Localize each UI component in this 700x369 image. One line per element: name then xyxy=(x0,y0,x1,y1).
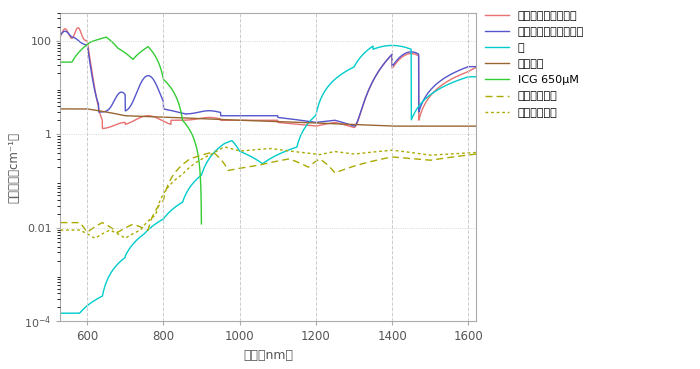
皮膚組織 xyxy=(460,124,468,128)
皮膚組織 xyxy=(258,119,267,123)
皮膚組織 xyxy=(472,124,480,128)
Line: 脂肪（ヒト）: 脂肪（ヒト） xyxy=(60,147,476,238)
酔素化ヘモグロビン xyxy=(384,56,392,61)
脂肪（ブタ） xyxy=(384,155,392,160)
皮膚組織 xyxy=(56,107,64,111)
水 xyxy=(56,311,64,315)
ICG 650μM xyxy=(56,60,64,64)
脂肪（ヒト） xyxy=(460,151,468,155)
脱酔素化ヘモグロビン xyxy=(56,32,64,37)
酔素化ヘモグロビン xyxy=(98,126,106,131)
脂肪（ヒト） xyxy=(90,236,99,241)
酔素化ヘモグロビン xyxy=(56,34,64,38)
脂肪（ブタ） xyxy=(460,153,468,158)
皮膚組織 xyxy=(388,124,396,128)
Line: 脂肪（ブタ）: 脂肪（ブタ） xyxy=(60,152,476,232)
脂肪（ブタ） xyxy=(472,152,480,156)
水 xyxy=(78,308,86,313)
水 xyxy=(388,43,396,48)
Line: 水: 水 xyxy=(60,45,476,313)
ICG 650μM xyxy=(195,166,204,170)
脱酔素化ヘモグロビン xyxy=(248,114,256,118)
酔素化ヘモグロビン xyxy=(259,118,267,123)
脂肪（ブタ） xyxy=(259,162,267,166)
Line: 脱酔素化ヘモグロビン: 脱酔素化ヘモグロビン xyxy=(60,31,476,126)
脂肪（ヒト） xyxy=(220,145,229,149)
脱酔素化ヘモグロビン xyxy=(460,66,468,70)
脂肪（ブタ） xyxy=(248,164,256,169)
皮膚組織 xyxy=(384,124,392,128)
水 xyxy=(472,75,480,79)
ICG 650μM xyxy=(76,49,84,54)
脂肪（ブタ） xyxy=(460,153,468,158)
脂肪（ヒト） xyxy=(460,151,468,155)
酔素化ヘモグロビン xyxy=(472,65,480,70)
酔素化ヘモグロビン xyxy=(74,25,82,30)
Line: 酔素化ヘモグロビン: 酔素化ヘモグロビン xyxy=(60,28,476,128)
皮膚組織 xyxy=(247,118,256,123)
皮膚組織 xyxy=(78,107,86,111)
脂肪（ヒト） xyxy=(472,150,480,155)
Y-axis label: 吸収係数（cm⁻¹）: 吸収係数（cm⁻¹） xyxy=(7,132,20,203)
脱酔素化ヘモグロビン xyxy=(472,65,480,69)
酔素化ヘモグロビン xyxy=(78,33,86,38)
脂肪（ブタ） xyxy=(209,150,217,154)
水 xyxy=(460,76,468,80)
脂肪（ヒト） xyxy=(248,148,256,152)
ICG 650μM xyxy=(102,35,111,39)
X-axis label: 波長（nm）: 波長（nm） xyxy=(243,349,293,362)
ICG 650μM xyxy=(186,129,195,133)
酔素化ヘモグロビン xyxy=(460,71,468,75)
脂肪（ヒト） xyxy=(78,229,86,233)
脱酔素化ヘモグロビン xyxy=(61,29,69,34)
酔素化ヘモグロビン xyxy=(460,71,468,75)
脂肪（ヒト） xyxy=(259,147,267,151)
脂肪（ブタ） xyxy=(78,223,86,227)
皮膚組織 xyxy=(460,124,468,128)
脱酔素化ヘモグロビン xyxy=(258,114,267,118)
脱酔素化ヘモグロビン xyxy=(350,124,358,128)
Line: ICG 650μM: ICG 650μM xyxy=(60,37,202,224)
脂肪（ブタ） xyxy=(113,230,122,235)
脱酔素化ヘモグロビン xyxy=(78,41,86,45)
脂肪（ブタ） xyxy=(56,220,64,225)
ICG 650μM xyxy=(197,222,206,226)
ICG 650μM xyxy=(170,90,178,95)
ICG 650μM xyxy=(132,54,140,58)
水 xyxy=(258,162,267,166)
水 xyxy=(247,155,256,159)
脂肪（ヒト） xyxy=(384,148,392,153)
Line: 皮膚組織: 皮膚組織 xyxy=(60,109,476,126)
脱酔素化ヘモグロビン xyxy=(460,66,468,70)
脂肪（ヒト） xyxy=(56,228,64,232)
Legend: 酔素化ヘモグロビン, 脱酔素化ヘモグロビン, 水, 皮膚組織, ICG 650μM, 脂肪（ブタ）, 脂肪（ヒト）: 酔素化ヘモグロビン, 脱酔素化ヘモグロビン, 水, 皮膚組織, ICG 650μ… xyxy=(480,6,589,122)
水 xyxy=(460,76,468,80)
ICG 650μM xyxy=(139,48,147,52)
脱酔素化ヘモグロビン xyxy=(384,56,392,61)
水 xyxy=(384,44,392,48)
酔素化ヘモグロビン xyxy=(248,118,256,123)
